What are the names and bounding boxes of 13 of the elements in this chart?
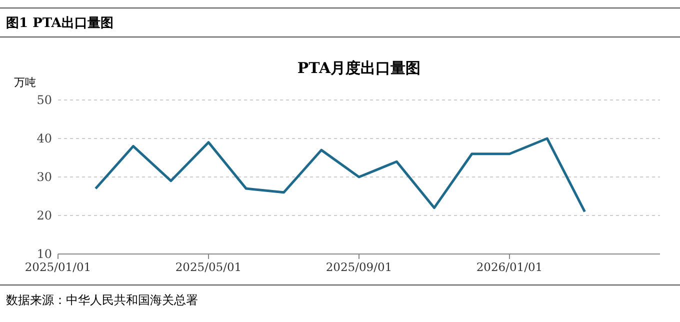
x-tick-label: 2026/01/01 bbox=[476, 260, 543, 274]
x-tick-label: 2025/01/01 bbox=[24, 260, 92, 274]
x-tick-label: 2025/09/01 bbox=[326, 260, 392, 274]
y-tick-label: 10 bbox=[36, 247, 52, 261]
y-tick-label: 40 bbox=[36, 132, 52, 146]
y-tick-label: 30 bbox=[36, 170, 52, 184]
chart-subtitle: PTA月度出口量图 bbox=[297, 59, 421, 77]
x-tick-label: 2025/05/01 bbox=[175, 260, 242, 274]
source-note: 数据来源：中华人民共和国海关总署 bbox=[6, 293, 198, 307]
y-tick-label: 20 bbox=[36, 208, 52, 222]
y-tick-label: 50 bbox=[36, 93, 52, 107]
y-axis-title: 万吨 bbox=[14, 76, 36, 89]
chart-title: 图1 PTA出口量图 bbox=[6, 16, 114, 31]
